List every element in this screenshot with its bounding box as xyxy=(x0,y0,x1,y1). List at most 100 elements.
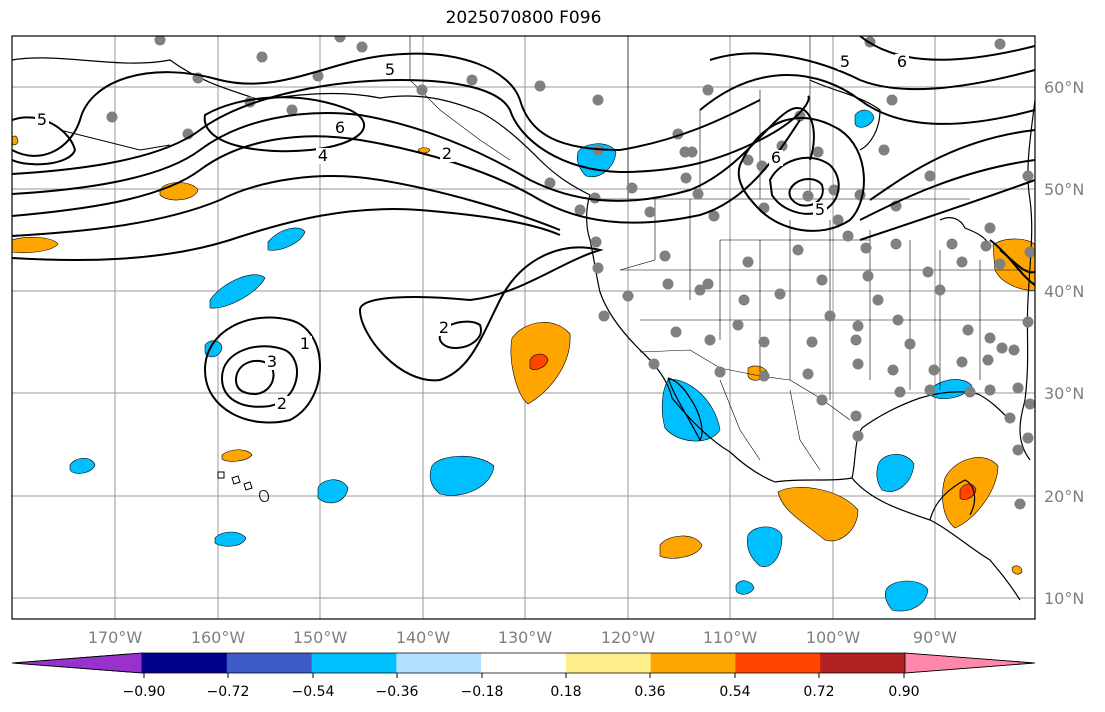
map-frame xyxy=(11,35,1036,620)
station-dot xyxy=(662,278,674,290)
contour-label-bg xyxy=(316,148,330,164)
station-dot xyxy=(626,182,638,194)
negative-anomaly-region xyxy=(209,274,266,309)
contour-label-bg xyxy=(769,150,783,166)
negative-anomaly-region xyxy=(854,109,875,128)
station-dot xyxy=(816,274,828,286)
contour-line xyxy=(989,239,1035,286)
central-america xyxy=(851,477,1021,601)
contour-label-bg xyxy=(298,336,312,352)
negative-anomaly-region xyxy=(876,454,915,492)
station-dot xyxy=(1024,246,1035,258)
station-dot xyxy=(742,154,754,166)
station-dot xyxy=(589,192,601,204)
station-dot xyxy=(852,320,864,332)
contour-line xyxy=(12,119,801,224)
contour-line xyxy=(12,208,561,262)
station-dot xyxy=(1008,344,1020,356)
positive-anomaly-region xyxy=(777,487,859,542)
mexico-state-border xyxy=(789,389,821,471)
contour-line xyxy=(709,52,1035,91)
contour-label: 5 xyxy=(815,200,825,219)
latitude-label: 50°N xyxy=(1044,180,1084,199)
longitude-label: 140°W xyxy=(396,628,451,647)
station-dot xyxy=(680,172,692,184)
colorbar-outline xyxy=(11,652,1036,674)
colorbar-extend-low xyxy=(11,652,143,674)
islands xyxy=(59,129,269,503)
contour-label-bg xyxy=(265,354,279,370)
station-dot xyxy=(1024,398,1035,410)
station-dot xyxy=(356,41,368,53)
colorbar-segment xyxy=(396,653,482,673)
station-dot xyxy=(852,358,864,370)
colorbar-label: 0.54 xyxy=(719,684,750,700)
station-dot xyxy=(732,319,744,331)
baja-peninsula xyxy=(667,377,703,442)
contour-label-bg xyxy=(813,202,827,218)
contour-line xyxy=(869,129,1035,201)
colorbar-segment xyxy=(481,653,567,673)
station-dot xyxy=(816,394,828,406)
station-dot xyxy=(742,256,754,268)
alaska-canada-border xyxy=(409,36,511,161)
station-dot xyxy=(758,202,770,214)
contour-label: 6 xyxy=(771,148,781,167)
station-dot xyxy=(1022,316,1034,328)
contour-line xyxy=(788,178,824,207)
colorbar-segment xyxy=(650,653,736,673)
station-dot xyxy=(982,354,994,366)
station-dot xyxy=(694,284,706,296)
hawaii-island xyxy=(259,489,269,503)
station-dot xyxy=(686,146,698,158)
station-markers xyxy=(106,36,1035,510)
colorbar-label: 0.18 xyxy=(550,684,581,700)
great-lakes xyxy=(939,217,991,247)
station-dot xyxy=(106,111,118,123)
station-dot xyxy=(334,36,346,43)
longitude-label: 160°W xyxy=(191,628,246,647)
contour-label-bg xyxy=(383,62,397,78)
contour-line xyxy=(203,96,365,153)
station-dot xyxy=(714,366,726,378)
colorbar-extend-high xyxy=(904,652,1036,674)
station-dot xyxy=(702,84,714,96)
station-dot xyxy=(922,266,934,278)
station-dot xyxy=(312,70,324,82)
colorbar-label: −0.36 xyxy=(376,684,419,700)
contour-line xyxy=(699,74,1035,125)
contour-label-bg xyxy=(275,396,289,412)
negative-anomaly-region xyxy=(429,455,495,496)
station-dot xyxy=(1004,412,1016,424)
coastlines xyxy=(12,57,1035,601)
contour-line xyxy=(234,360,275,396)
station-dot xyxy=(892,314,904,326)
aleutian-chain xyxy=(59,129,171,151)
station-dot xyxy=(1012,382,1024,394)
contour-label-bg xyxy=(437,320,451,336)
contour-label: 5 xyxy=(385,60,395,79)
station-dot xyxy=(758,336,770,348)
station-dot xyxy=(592,94,604,106)
contour-label: 3 xyxy=(267,352,277,371)
station-dot xyxy=(956,356,968,368)
contour-line xyxy=(999,249,1035,274)
station-dot xyxy=(544,177,556,189)
station-dot xyxy=(872,294,884,306)
contour-line xyxy=(220,345,298,408)
station-dot xyxy=(416,84,428,96)
alaska-coast xyxy=(12,57,591,196)
station-dot xyxy=(1014,498,1026,510)
longitude-label: 90°W xyxy=(913,628,957,647)
hawaii-island xyxy=(231,475,241,485)
colorbar-segment xyxy=(735,653,821,673)
anomaly-shading xyxy=(12,109,1035,612)
yucatan xyxy=(929,479,976,521)
station-dot xyxy=(670,326,682,338)
station-dot xyxy=(994,258,1006,270)
longitude-label: 120°W xyxy=(601,628,656,647)
contour-label-bg xyxy=(895,54,909,70)
station-dot xyxy=(878,144,890,156)
us-state-border xyxy=(619,199,656,271)
latitude-label: 30°N xyxy=(1044,384,1084,403)
